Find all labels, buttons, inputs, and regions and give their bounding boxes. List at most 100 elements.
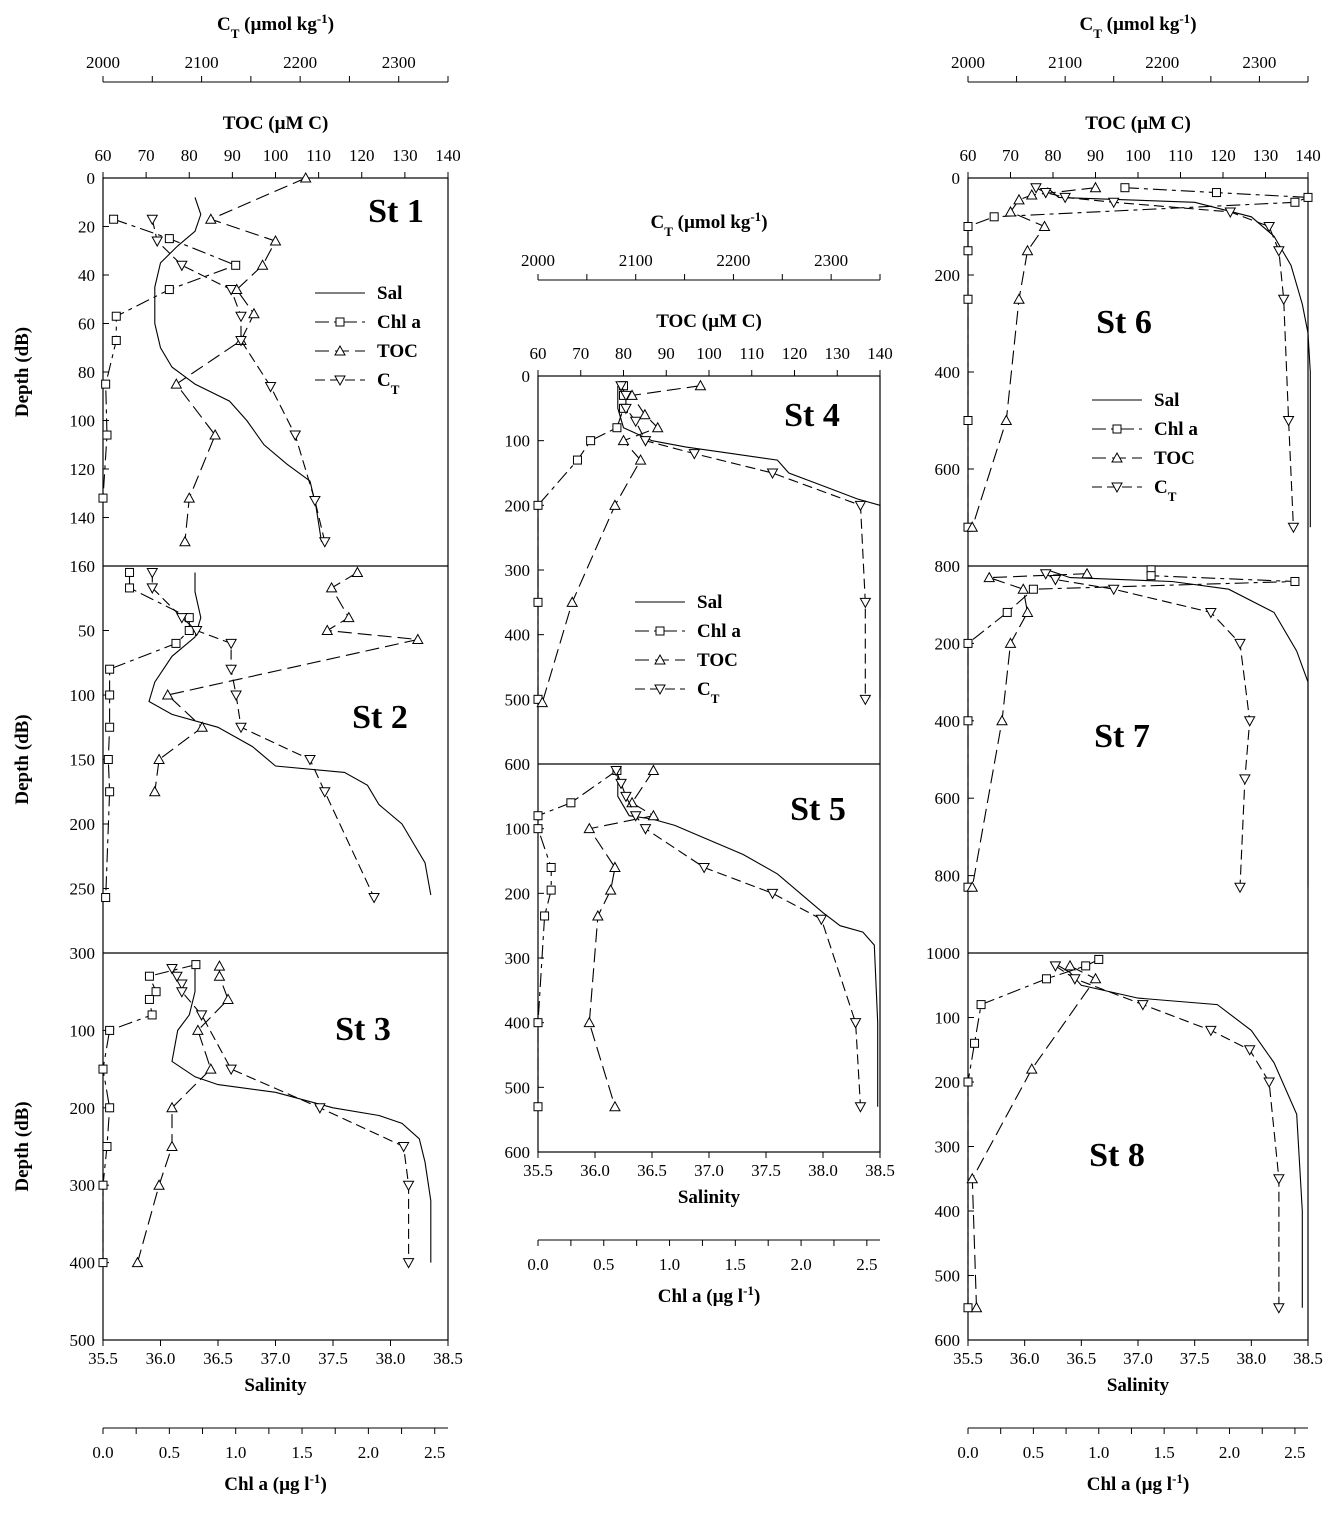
ct-point [1239,774,1251,785]
chl-tick-label: 2.5 [1284,1443,1305,1462]
chl-line [537,770,618,1107]
chl-point [546,862,556,872]
ct-point [1108,584,1120,595]
toc-point [983,572,995,583]
toc-point [1000,415,1012,425]
toc-point [412,634,424,645]
depth-tick-label: 200 [505,884,531,903]
depth-tick-label: 200 [70,1099,96,1118]
depth-tick-label: 300 [505,949,531,968]
ct-point [767,468,779,479]
chl-point [963,246,973,256]
toc-point [1017,583,1029,594]
chl-point [546,885,556,895]
chl-axis-title-close: ) [1183,1474,1189,1495]
station-label: St 2 [352,699,408,736]
toc-point [566,596,578,607]
ct-point [859,694,871,705]
ct-tick-label: 2000 [86,53,120,72]
ct-point [289,430,301,441]
toc-line [588,770,655,1107]
salinity-tick-label: 36.5 [637,1161,667,1180]
toc-point [179,536,191,547]
depth-tick-label: 140 [70,509,96,528]
depth-tick-label: 250 [70,880,96,899]
chl-point [970,1038,980,1048]
ct-axis-title-c: C [650,212,664,233]
salinity-axis-title: Salinity [244,1375,307,1396]
salinity-tick-label: 35.5 [88,1349,118,1368]
toc-point [213,970,225,981]
station-label: St 3 [335,1011,391,1048]
ct-axis-title-c: C [1079,14,1093,35]
salinity-axis-title: Salinity [678,1187,741,1208]
toc-axis-title: TOC (µM C) [1085,113,1191,134]
depth-tick-label: 200 [505,496,531,515]
toc-point [166,1141,178,1151]
chl-axis-title-main: Chl a (µg l [224,1474,309,1495]
ct-point [1205,1025,1217,1036]
ct-point [309,496,321,507]
depth-tick-label: 80 [78,363,95,382]
chl-point [963,638,973,648]
toc-tick-label: 70 [1002,146,1019,165]
station-label: St 7 [1094,718,1150,755]
toc-point [1005,637,1016,648]
salinity-tick-label: 35.5 [523,1161,553,1180]
chl-axis-title-main: Chl a (µg l [658,1286,743,1307]
depth-tick-label: 150 [70,751,96,770]
ct-axis-title-units: (µmol kg [1102,14,1180,35]
toc-axis-title: TOC (µM C) [656,311,762,332]
chl-tick-label: 2.0 [358,1443,379,1462]
depth-tick-label: 300 [505,561,531,580]
sal-line [617,385,881,700]
salinity-tick-label: 37.0 [694,1161,724,1180]
toc-tick-label: 140 [1295,146,1321,165]
ct-axis-title: CT (µmol kg-1) [1079,11,1196,41]
toc-point [647,764,659,775]
depth-tick-label: 20 [78,218,95,237]
toc-point [605,884,617,895]
depth-tick-label: 300 [70,944,96,963]
toc-tick-label: 110 [306,146,331,165]
depth-tick-label: 0 [952,169,961,188]
ct-line [1035,187,1294,528]
station-label: St 6 [1096,304,1152,341]
ct-axis-title-c: C [217,14,231,35]
ct-point [1273,1174,1285,1185]
toc-point [1039,221,1050,231]
toc-tick-label: 140 [867,344,893,363]
toc-tick-label: 120 [1210,146,1236,165]
chl-point [1146,571,1156,581]
toc-tick-label: 130 [392,146,418,165]
toc-point [1081,568,1093,579]
chl-tick-label: 2.5 [856,1255,877,1274]
chl-line [967,959,1100,1308]
depth-axis-title: Depth (dB) [12,327,33,417]
chl-point [963,294,973,304]
toc-point [609,1101,621,1112]
chl-point [101,379,111,389]
toc-tick-label: 110 [739,344,764,363]
ct-point [688,449,700,460]
chl-point [1290,576,1300,586]
toc-line [154,572,418,792]
chl-axis-title: Chl a (µg l-1) [1087,1471,1190,1496]
toc-point [149,786,161,797]
ct-point [767,888,779,899]
chl-point [98,493,108,503]
chl-point [963,1303,973,1313]
ct-axis-title-sub: T [664,224,673,239]
toc-point [1022,606,1033,617]
depth-tick-label: 600 [505,755,531,774]
depth-tick-label: 100 [505,820,531,839]
toc-tick-label: 90 [658,344,675,363]
salinity-tick-label: 38.5 [1293,1349,1323,1368]
toc-tick-label: 60 [530,344,547,363]
ct-axis-title-sub: T [231,26,240,41]
ct-line [151,572,375,898]
chl-axis-title-sup: -1 [310,1471,321,1486]
ct-point [235,311,247,322]
ct-point [146,567,158,578]
ct-line [615,770,862,1107]
